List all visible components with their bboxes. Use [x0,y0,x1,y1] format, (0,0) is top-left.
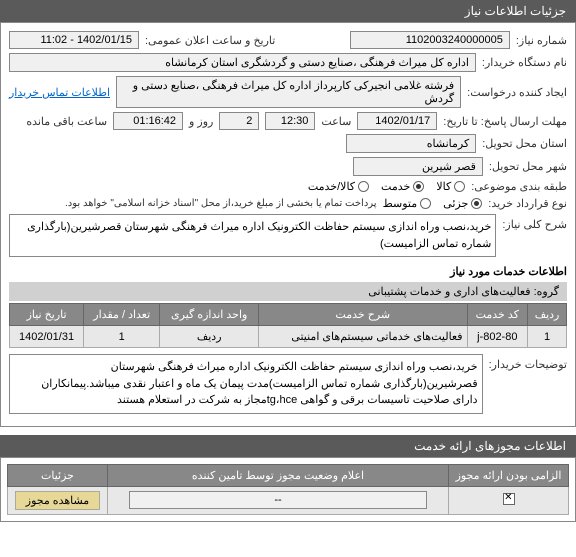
province-field: کرمانشاه [346,134,476,153]
row-contract-type: نوع قرارداد خرید: جزئی متوسط پرداخت تمام… [9,197,567,210]
header-title: جزئیات اطلاعات نیاز [465,4,566,18]
buyer-name-field: اداره کل میراث فرهنگی ،صنایع دستی و گردش… [9,53,476,72]
radio-item-kala[interactable]: کالا [436,180,465,193]
city-field: قصر شیرین [353,157,483,176]
td-desc: فعالیت‌های خدماتی سیستم‌های امنیتی [259,326,467,348]
td-required [449,486,569,514]
days-label: روز و [189,115,213,128]
td-status: -- [108,486,449,514]
radio-item-mid[interactable]: متوسط [383,197,432,210]
requester-field: فرشته غلامی انجیرکی کارپرداز اداره کل می… [116,76,461,108]
contact-link[interactable]: اطلاعات تماس خریدار [9,86,110,99]
td-unit: ردیف [160,326,259,348]
row-need-number: شماره نیاز: 1102003240000005 تاریخ و ساع… [9,31,567,49]
table-row: 1 802-80-j فعالیت‌های خدماتی سیستم‌های ا… [10,326,567,348]
deadline-time-label: ساعت [321,115,351,128]
row-requester: ایجاد کننده درخواست: فرشته غلامی انجیرکی… [9,76,567,108]
row-deadline: مهلت ارسال پاسخ: تا تاریخ: 1402/01/17 سا… [9,112,567,130]
td-code: 802-80-j [467,326,528,348]
radio-mid-label: متوسط [383,197,418,210]
contract-note: پرداخت تمام یا بخشی از مبلغ خرید،از محل … [65,198,377,209]
radio-item-jozi[interactable]: جزئی [443,197,482,210]
row-province: استان محل تحویل: کرمانشاه [9,134,567,153]
announce-date-field: 1402/01/15 - 11:02 [9,31,139,49]
city-label: شهر محل تحویل: [489,160,567,173]
need-number-field: 1102003240000005 [350,31,510,49]
radio-jozi [471,198,482,209]
th-details: جزئیات [8,464,108,486]
radio-jozi-label: جزئی [443,197,468,210]
radio-mid [420,198,431,209]
td-date: 1402/01/31 [10,326,84,348]
desc-label: شرح کلی نیاز: [502,214,567,231]
radio-both-label: کالا/خدمت [308,180,355,193]
deadline-label: مهلت ارسال پاسخ: تا تاریخ: [443,115,567,128]
subject-radio-group: کالا خدمت کالا/خدمت [308,180,465,193]
row-desc: شرح کلی نیاز: خرید،نصب وراه اندازی سیستم… [9,214,567,257]
deadline-date-field: 1402/01/17 [357,112,437,130]
th-required: الزامی بودن ارائه مجوز [449,464,569,486]
deadline-time-field: 12:30 [265,112,315,130]
announce-date-label: تاریخ و ساعت اعلان عمومی: [145,34,275,47]
need-number-label: شماره نیاز: [516,34,567,47]
main-content: شماره نیاز: 1102003240000005 تاریخ و ساع… [0,22,576,427]
group-label: گروه: [534,286,559,298]
status-select[interactable]: -- [129,491,428,509]
view-permit-button[interactable]: مشاهده مجوز [15,491,100,510]
th-unit: واحد اندازه گیری [160,304,259,326]
row-city: شهر محل تحویل: قصر شیرین [9,157,567,176]
td-details: مشاهده مجوز [8,486,108,514]
subject-type-label: طبقه بندی موضوعی: [471,180,567,193]
radio-khadmat-label: خدمت [381,180,410,193]
radio-kala-label: کالا [436,180,451,193]
th-desc: شرح خدمت [259,304,467,326]
td-row: 1 [528,326,567,348]
row-buyer: نام دستگاه خریدار: اداره کل میراث فرهنگی… [9,53,567,72]
services-table: ردیف کد خدمت شرح خدمت واحد اندازه گیری ت… [9,303,567,348]
th-row: ردیف [528,304,567,326]
group-value: فعالیت‌های اداری و خدمات پشتیبانی [368,286,530,298]
group-bar: گروه: فعالیت‌های اداری و خدمات پشتیبانی [9,282,567,301]
radio-item-both[interactable]: کالا/خدمت [308,180,369,193]
desc-textarea: خرید،نصب وراه اندازی سیستم حفاظت الکترون… [9,214,496,257]
th-date: تاریخ نیاز [10,304,84,326]
buyer-notes-label: توضیحات خریدار: [489,354,567,371]
permits-header: اطلاعات مجوزهای ارائه خدمت [0,435,576,457]
contract-radio-group: جزئی متوسط [383,197,483,210]
radio-kala [454,181,465,192]
days-count-field: 2 [219,112,259,130]
remain-label: ساعت باقی مانده [26,115,107,128]
required-checkbox[interactable] [503,493,515,505]
services-info-title: اطلاعات خدمات مورد نیاز [9,265,567,278]
province-label: استان محل تحویل: [482,137,567,150]
radio-both [358,181,369,192]
td-qty: 1 [84,326,160,348]
buyer-notes-textarea: خرید،نصب وراه اندازی سیستم حفاظت الکترون… [9,354,483,414]
th-status: اعلام وضعیت مجوز توسط تامین کننده [108,464,449,486]
permits-row: -- مشاهده مجوز [8,486,569,514]
radio-khadmat [413,181,424,192]
radio-item-khadmat[interactable]: خدمت [381,180,424,193]
th-qty: تعداد / مقدار [84,304,160,326]
row-subject-type: طبقه بندی موضوعی: کالا خدمت کالا/خدمت [9,180,567,193]
requester-label: ایجاد کننده درخواست: [467,86,567,99]
th-code: کد خدمت [467,304,528,326]
permits-table: الزامی بودن ارائه مجوز اعلام وضعیت مجوز … [7,464,569,515]
buyer-name-label: نام دستگاه خریدار: [482,56,567,69]
remain-time-field: 01:16:42 [113,112,183,130]
row-buyer-notes: توضیحات خریدار: خرید،نصب وراه اندازی سیس… [9,354,567,414]
contract-type-label: نوع قرارداد خرید: [488,197,567,210]
permits-section: الزامی بودن ارائه مجوز اعلام وضعیت مجوز … [0,457,576,522]
main-header: جزئیات اطلاعات نیاز [0,0,576,22]
